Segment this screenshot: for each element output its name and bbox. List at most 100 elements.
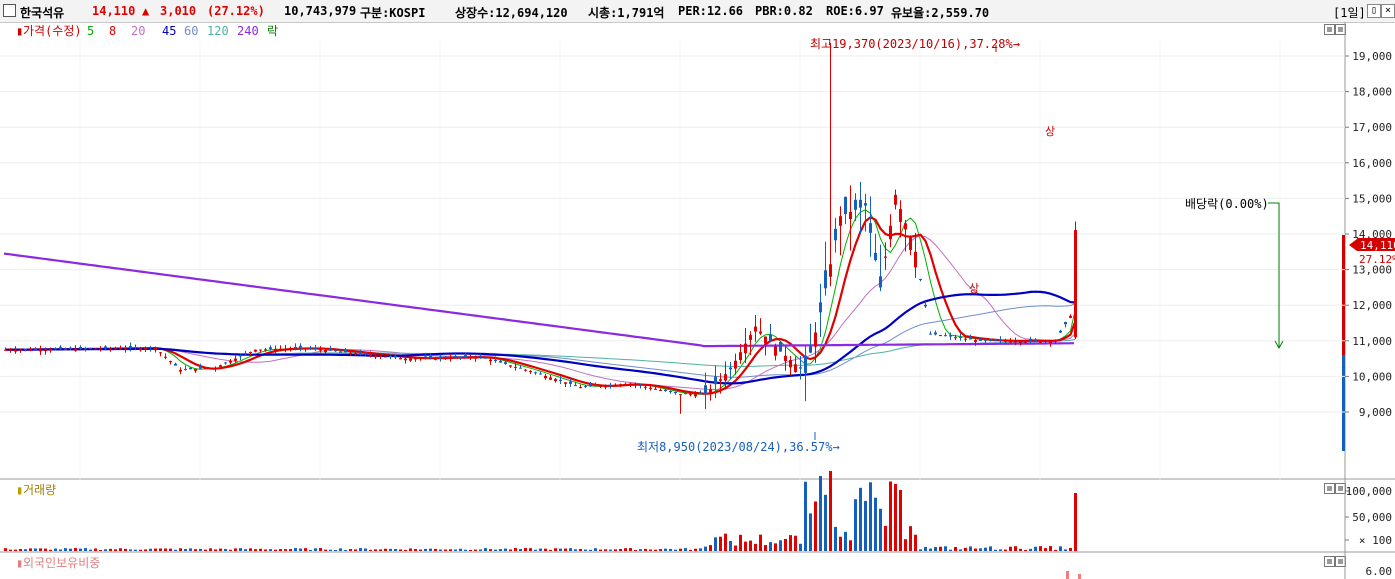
period-button[interactable]: [1일] bbox=[1333, 6, 1366, 20]
candle-body bbox=[594, 385, 597, 387]
volume-bar bbox=[34, 548, 37, 551]
volume-bar bbox=[459, 548, 462, 551]
volume-bar bbox=[159, 548, 162, 551]
candle-body bbox=[319, 349, 322, 351]
candle-body bbox=[64, 348, 67, 350]
volume-bar bbox=[714, 537, 717, 551]
candle-body bbox=[929, 333, 932, 335]
candle-body bbox=[679, 394, 682, 396]
restore-icon[interactable]: ▯ bbox=[1367, 4, 1381, 18]
candle-body bbox=[804, 355, 807, 373]
listed-shares: 상장수:12,694,120 bbox=[455, 6, 568, 20]
candle-body bbox=[664, 389, 667, 391]
volume-bar bbox=[1049, 546, 1052, 551]
volume-bar bbox=[569, 548, 572, 551]
foreign-panel-marker: ▮ bbox=[16, 556, 23, 570]
volume-bar bbox=[619, 548, 622, 551]
ma20-line bbox=[5, 235, 1076, 390]
candle-body bbox=[789, 360, 792, 368]
volume-bar bbox=[334, 549, 337, 551]
volume-bar bbox=[219, 548, 222, 551]
volume-bar bbox=[179, 548, 182, 551]
candle-body bbox=[924, 304, 927, 307]
foreign-panel-minimize-icon[interactable] bbox=[1324, 556, 1335, 567]
volume-bar bbox=[609, 549, 612, 551]
volume-bar bbox=[119, 548, 122, 551]
candle-body bbox=[84, 348, 87, 350]
candle-body bbox=[549, 377, 552, 380]
candle-body bbox=[384, 356, 387, 358]
volume-bar bbox=[319, 548, 322, 551]
candle-body bbox=[959, 336, 962, 338]
volume-bar bbox=[574, 549, 577, 551]
volume-bar bbox=[779, 540, 782, 551]
foreign-panel-title: 외국인보유비중 bbox=[23, 556, 100, 570]
candle-body bbox=[779, 341, 782, 352]
volume-bar bbox=[759, 534, 762, 551]
candle-body bbox=[429, 355, 432, 359]
candle-body bbox=[369, 354, 372, 356]
float-ratio: 유보율:2,559.70 bbox=[891, 6, 990, 20]
candle-body bbox=[744, 343, 747, 354]
candle-body bbox=[9, 349, 12, 351]
volume-bar bbox=[4, 548, 7, 551]
volume-bar bbox=[669, 548, 672, 551]
candle-body bbox=[54, 348, 57, 350]
legend-ma240: 240 bbox=[237, 24, 259, 38]
volume-bar bbox=[1054, 549, 1057, 551]
candle-body bbox=[749, 335, 752, 340]
candle-body bbox=[389, 355, 392, 357]
volume-bar bbox=[589, 549, 592, 551]
volume-bar bbox=[539, 548, 542, 551]
candle-body bbox=[869, 223, 872, 233]
price-range-bar bbox=[1342, 235, 1345, 451]
select-checkbox[interactable] bbox=[3, 4, 16, 17]
price-tag-box bbox=[1357, 238, 1395, 251]
volume-bar bbox=[959, 549, 962, 551]
volume-bar bbox=[229, 549, 232, 551]
volume-bar bbox=[149, 548, 152, 551]
price-panel-minimize-icon[interactable] bbox=[1324, 24, 1335, 35]
volume-bar bbox=[324, 549, 327, 551]
candle-body bbox=[624, 383, 627, 386]
candle-body bbox=[589, 384, 592, 387]
volume-bar bbox=[664, 548, 667, 551]
candle-body bbox=[809, 346, 812, 353]
candle-body bbox=[29, 349, 32, 351]
candle-body bbox=[424, 356, 427, 359]
price-axis: 19,000 18,000 17,000 16,000 15,000 14,000 13,0… bbox=[1345, 50, 1392, 419]
volume-bar bbox=[429, 548, 432, 551]
volume-panel-minimize-icon[interactable] bbox=[1324, 483, 1335, 494]
candle-body bbox=[259, 349, 262, 351]
stock-name: 한국석유 bbox=[20, 6, 65, 20]
candle-body bbox=[609, 384, 612, 386]
candle-body bbox=[1039, 340, 1042, 343]
candle-body bbox=[859, 199, 862, 208]
candle-body bbox=[179, 369, 182, 372]
volume-bar bbox=[729, 540, 732, 551]
candle-body bbox=[144, 348, 147, 350]
volume-bar bbox=[899, 490, 902, 551]
foreign-axis: 6.00 bbox=[1366, 565, 1393, 578]
volume-bar bbox=[989, 546, 992, 551]
volume-bar bbox=[939, 546, 942, 551]
candle-body bbox=[639, 384, 642, 386]
volume-bar bbox=[94, 548, 97, 551]
volume-bar bbox=[859, 487, 862, 551]
volume-bar bbox=[289, 549, 292, 551]
candle-body bbox=[839, 216, 842, 226]
candle-body bbox=[99, 348, 102, 350]
candle-body bbox=[619, 384, 622, 386]
volume-bars bbox=[4, 471, 1077, 551]
volume-bar bbox=[374, 549, 377, 551]
legend-ma60: 60 bbox=[184, 24, 198, 38]
volume-bar bbox=[14, 549, 17, 551]
candle-body bbox=[154, 347, 157, 351]
candle-body bbox=[129, 346, 132, 349]
ma45-line bbox=[5, 290, 1076, 385]
volume-bar bbox=[764, 545, 767, 551]
volume-bar bbox=[19, 548, 22, 551]
low-annotation: 최저8,950(2023/08/24),36.57%→ bbox=[637, 440, 840, 454]
candle-body bbox=[169, 361, 172, 363]
